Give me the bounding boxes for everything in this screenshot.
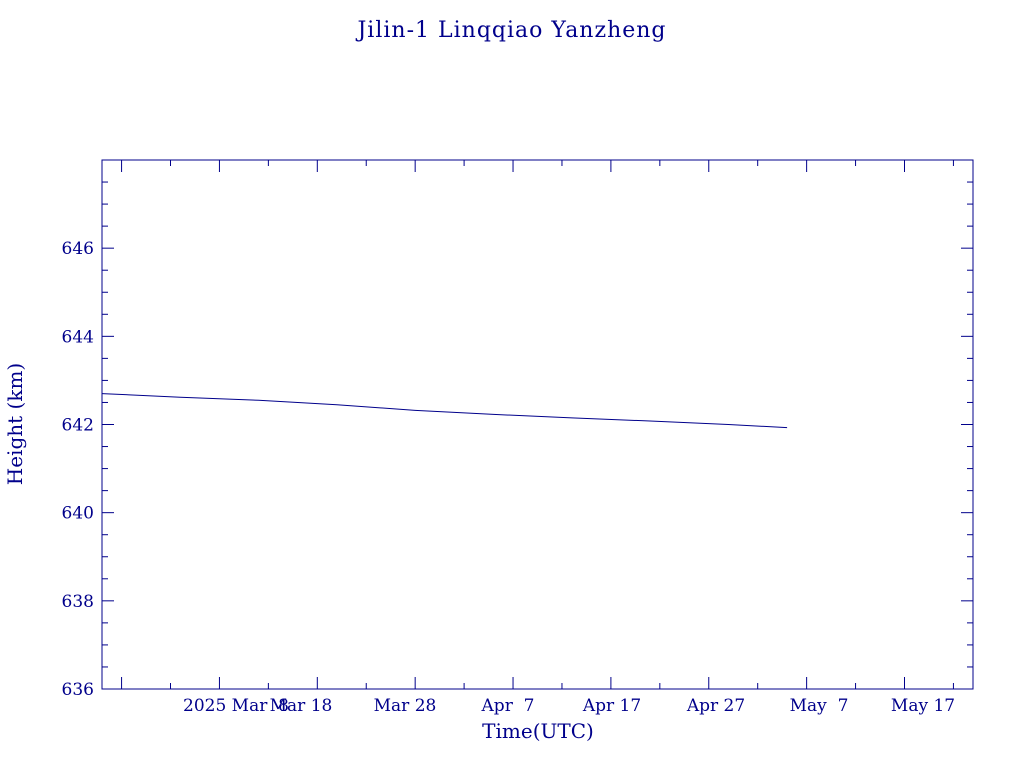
chart-title: Jilin-1 Linqqiao Yanzheng [355, 18, 666, 43]
x-tick-label: Apr 27 [686, 696, 745, 716]
y-tick-label: 644 [62, 327, 94, 347]
y-tick-label: 638 [62, 592, 94, 612]
series-line [101, 393, 788, 429]
y-tick-label: 642 [62, 416, 94, 436]
x-tick-label: Apr 7 [481, 696, 535, 716]
plot-frame [101, 159, 974, 690]
y-tick-label: 636 [62, 680, 94, 700]
series-group [101, 393, 788, 429]
x-tick-label: May 17 [891, 696, 955, 716]
x-axis-label: Time(UTC) [482, 719, 594, 743]
axis-ticks [102, 160, 973, 690]
x-tick-label: Apr 17 [582, 696, 641, 716]
x-tick-label: May 7 [790, 696, 849, 716]
y-tick-label: 646 [62, 239, 94, 259]
y-tick-labels: 636 638 640 642 644 646 [62, 239, 94, 700]
x-tick-label: 2025 Mar 8 [183, 696, 289, 716]
y-tick-label: 640 [62, 504, 94, 524]
x-tick-label: Mar 18 [270, 696, 333, 716]
x-tick-label: Mar 28 [374, 696, 437, 716]
y-axis-label: Height (km) [3, 363, 27, 485]
